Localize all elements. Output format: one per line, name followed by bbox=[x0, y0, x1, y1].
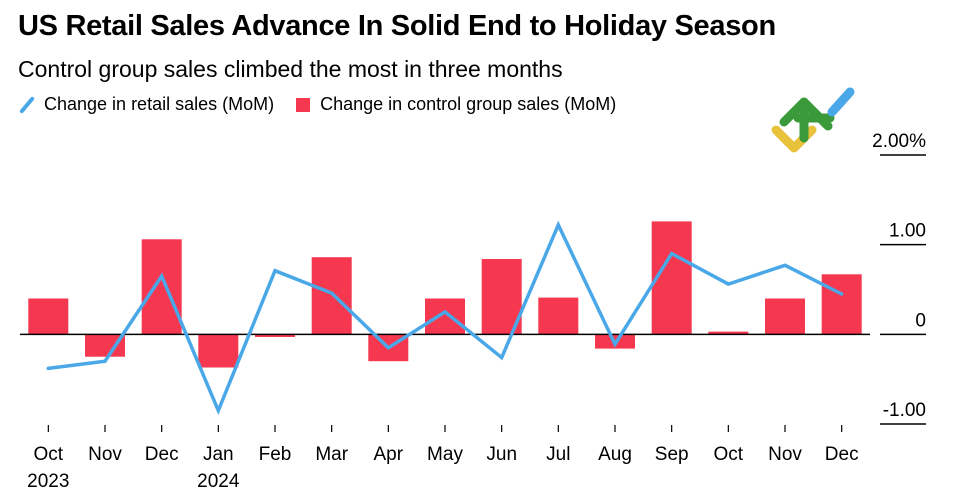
line-layer bbox=[46, 220, 844, 416]
retail-sales-point-9 bbox=[556, 223, 560, 227]
control-group-bar-4 bbox=[255, 334, 295, 337]
retail-sales-point-8 bbox=[500, 356, 504, 360]
x-tick-label-12: Oct bbox=[714, 444, 744, 465]
y-axis: 2.00% 1.00 0 -1.00 bbox=[872, 131, 926, 425]
chart-legend: Change in retail sales (MoM) Change in c… bbox=[18, 94, 638, 115]
legend-bar-swatch bbox=[296, 97, 311, 112]
brand-logo-icon bbox=[771, 87, 855, 153]
x-tick-label-7: May bbox=[427, 444, 463, 465]
retail-sales-point-13 bbox=[783, 263, 787, 267]
x-tick-label-9: Jul bbox=[546, 444, 570, 465]
retail-sales-point-14 bbox=[840, 292, 844, 296]
chart-subtitle: Control group sales climbed the most in … bbox=[18, 56, 563, 82]
x-tick-label-3: Jan bbox=[203, 444, 234, 465]
x-tick-label-14: Dec bbox=[825, 444, 859, 465]
control-group-bar-9 bbox=[538, 297, 579, 335]
x-year-label-3: 2024 bbox=[197, 471, 240, 492]
x-year-label-0: 2023 bbox=[27, 471, 69, 492]
chart-title: US Retail Sales Advance In Solid End to … bbox=[18, 10, 776, 42]
control-group-bar-2 bbox=[141, 239, 182, 335]
bars-layer bbox=[28, 221, 862, 368]
y-tick-label-1: 1.00 bbox=[889, 221, 926, 242]
control-group-bar-1 bbox=[85, 334, 125, 357]
legend-item-retail-sales: Change in retail sales (MoM) bbox=[18, 94, 274, 115]
control-group-bar-14 bbox=[821, 274, 862, 335]
control-group-bar-8 bbox=[481, 259, 522, 335]
retail-sales-point-2 bbox=[160, 274, 164, 278]
x-tick-label-8: Jun bbox=[486, 444, 517, 465]
x-tick-label-1: Nov bbox=[88, 444, 122, 465]
retail-sales-point-5 bbox=[330, 291, 334, 295]
control-group-bar-12 bbox=[708, 331, 749, 335]
control-group-bar-3 bbox=[198, 334, 239, 368]
retail-sales-point-1 bbox=[103, 359, 107, 363]
y-tick-label-2: 0 bbox=[915, 310, 926, 331]
control-group-bar-7 bbox=[425, 298, 465, 335]
x-tick-label-2: Dec bbox=[145, 444, 179, 465]
x-tick-label-13: Nov bbox=[768, 444, 802, 465]
x-tick-label-10: Aug bbox=[598, 444, 632, 465]
control-group-bar-5 bbox=[311, 257, 352, 335]
x-tick-label-5: Mar bbox=[315, 444, 348, 465]
x-tick-label-6: Apr bbox=[374, 444, 404, 465]
retail-sales-point-6 bbox=[386, 346, 390, 350]
y-tick-label-0: 2.00% bbox=[872, 131, 926, 152]
retail-sales-point-12 bbox=[726, 282, 730, 286]
retail-sales-point-4 bbox=[273, 269, 277, 273]
x-axis: Oct 2023 Nov Dec Jan 2024 Feb Mar Apr May Jun Jul Au… bbox=[27, 425, 859, 492]
retail-sales-point-7 bbox=[443, 310, 447, 314]
retail-sales-point-0 bbox=[46, 366, 50, 370]
legend-label-retail-sales: Change in retail sales (MoM) bbox=[44, 94, 275, 114]
retail-sales-point-11 bbox=[670, 252, 674, 256]
legend-item-control-group: Change in control group sales (MoM) bbox=[296, 94, 616, 115]
legend-label-control-group: Change in control group sales (MoM) bbox=[320, 94, 617, 114]
x-tick-label-11: Sep bbox=[655, 444, 689, 465]
x-tick-label-0: Oct bbox=[34, 444, 64, 465]
retail-sales-point-3 bbox=[216, 409, 220, 413]
y-tick-label-3: -1.00 bbox=[883, 400, 926, 421]
retail-sales-point-10 bbox=[613, 342, 617, 346]
control-group-bar-13 bbox=[765, 298, 805, 335]
control-group-bar-0 bbox=[28, 298, 69, 335]
x-tick-label-4: Feb bbox=[259, 444, 292, 465]
